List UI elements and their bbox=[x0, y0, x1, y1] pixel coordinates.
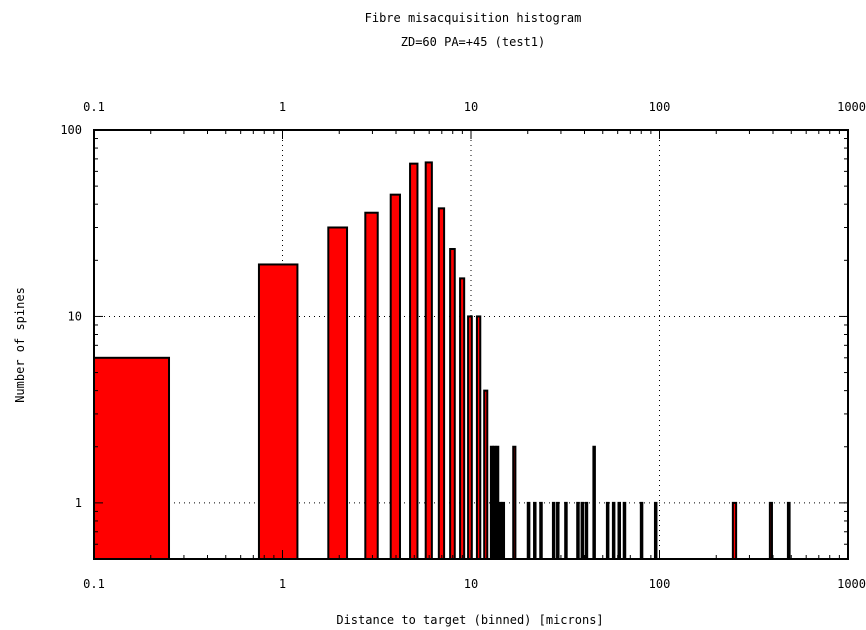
y-axis-label: Number of spines bbox=[13, 287, 27, 403]
histogram-bar bbox=[564, 501, 568, 560]
histogram-bar bbox=[768, 501, 773, 560]
x-tick-label-top: 100 bbox=[649, 100, 671, 114]
y-tick-label: 100 bbox=[60, 123, 82, 137]
grid bbox=[94, 130, 848, 559]
x-tick-label-bottom: 100 bbox=[649, 577, 671, 591]
histogram-bar bbox=[449, 247, 456, 560]
plot-frame bbox=[93, 129, 849, 560]
histogram-bar bbox=[580, 501, 585, 560]
chart-title: Fibre misacquisition histogram bbox=[365, 11, 582, 25]
histogram-bar bbox=[526, 501, 531, 560]
histogram-bar bbox=[639, 501, 644, 560]
histogram-bar bbox=[409, 162, 419, 560]
histogram-bar bbox=[257, 263, 299, 560]
histogram-bar bbox=[592, 445, 596, 560]
histogram-bar bbox=[424, 161, 433, 561]
tick-labels: 0.1 0.1 1 1 10 10 100 100 1000 1000 1 10 100 bbox=[60, 100, 866, 591]
histogram-bar bbox=[489, 445, 494, 560]
x-tick-label-top: 1000 bbox=[837, 100, 866, 114]
bars bbox=[93, 161, 791, 561]
x-tick-label-top: 1 bbox=[279, 100, 286, 114]
x-tick-label-bottom: 1 bbox=[279, 577, 286, 591]
histogram-bar bbox=[533, 501, 537, 560]
histogram-bar bbox=[512, 445, 517, 560]
x-axis-label: Distance to target (binned) [microns] bbox=[336, 613, 603, 627]
histogram-bar bbox=[492, 445, 497, 560]
x-tick-label-bottom: 0.1 bbox=[83, 577, 105, 591]
histogram-bar bbox=[611, 501, 616, 560]
histogram-bar bbox=[459, 277, 466, 560]
histogram-bar bbox=[539, 501, 543, 560]
histogram-bar bbox=[576, 501, 580, 560]
chart-subtitle: ZD=60 PA=+45 (test1) bbox=[401, 35, 546, 49]
histogram-bar bbox=[483, 389, 489, 560]
x-tick-label-bottom: 1000 bbox=[837, 577, 866, 591]
histogram-bar bbox=[389, 193, 401, 560]
histogram-bar bbox=[556, 501, 560, 560]
y-tick-label: 1 bbox=[75, 496, 82, 510]
y-tick-label: 10 bbox=[68, 309, 82, 323]
x-tick-label-top: 0.1 bbox=[83, 100, 105, 114]
histogram-bar bbox=[467, 315, 473, 560]
x-tick-label-top: 10 bbox=[464, 100, 478, 114]
histogram-bar bbox=[653, 501, 658, 560]
histogram-bar bbox=[364, 211, 379, 560]
histogram-bar bbox=[475, 315, 482, 560]
histogram-bar bbox=[327, 226, 349, 561]
histogram-bar bbox=[93, 356, 171, 560]
histogram-bar bbox=[498, 501, 503, 560]
histogram-bar bbox=[551, 501, 556, 560]
histogram-bar bbox=[605, 501, 610, 560]
histogram-bar bbox=[437, 207, 446, 560]
histogram-bar bbox=[731, 501, 738, 560]
x-tick-label-bottom: 10 bbox=[464, 577, 478, 591]
histogram-bar bbox=[584, 501, 589, 560]
histogram-bar bbox=[495, 445, 500, 560]
histogram-bar bbox=[501, 501, 506, 560]
histogram-bar bbox=[622, 501, 627, 560]
histogram-bar bbox=[786, 501, 791, 560]
histogram-bar bbox=[617, 501, 621, 560]
